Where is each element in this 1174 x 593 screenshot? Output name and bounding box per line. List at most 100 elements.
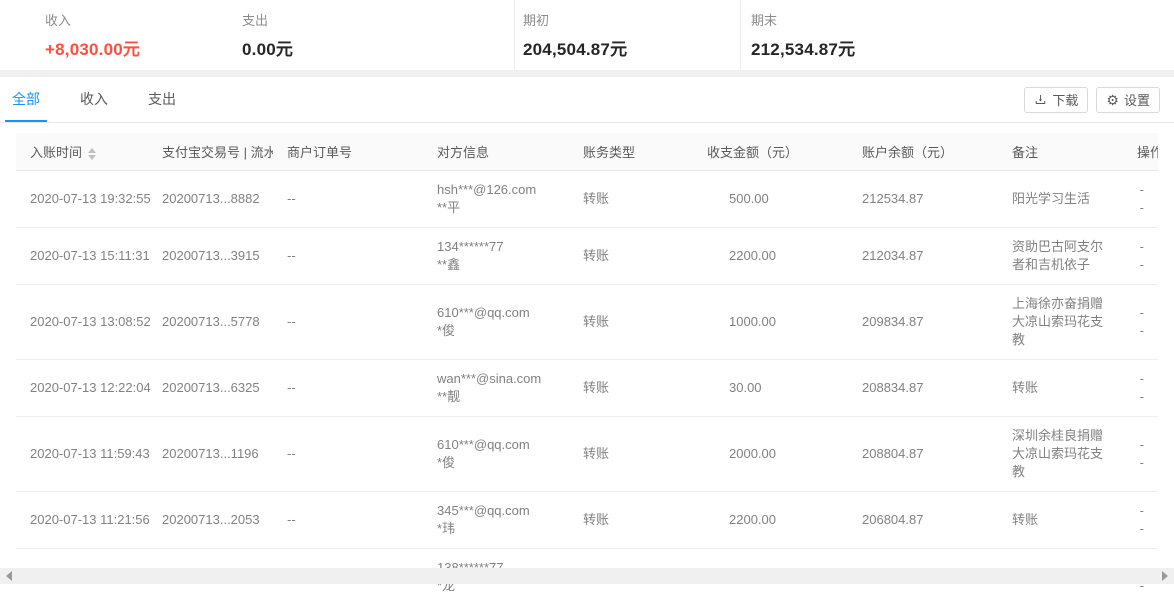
tab-expense[interactable]: 支出 xyxy=(148,90,176,107)
expense-value: 0.00元 xyxy=(242,35,514,60)
tab-income[interactable]: 收入 xyxy=(80,90,108,107)
table-row: 2020-07-13 12:22:04 20200713...6325 -- w… xyxy=(16,359,1158,417)
cell-account-type: 转账 xyxy=(569,359,693,417)
header-account-type: 账务类型 xyxy=(569,133,693,171)
summary-opening: 期初 204,504.87元 xyxy=(514,0,740,70)
cell-remark: 转账 xyxy=(998,359,1123,417)
opening-value: 204,504.87元 xyxy=(523,35,740,60)
header-entry-time-label: 入账时间 xyxy=(30,145,83,160)
cell-action: -- xyxy=(1123,416,1158,492)
cell-account-type: 转账 xyxy=(569,170,693,228)
summary-banner: 收入 +8,030.00元 7笔详细 支出 0.00元 0笔 期初 204,50… xyxy=(0,0,1174,70)
cell-merchant-order: -- xyxy=(273,359,423,417)
summary-closing: 期末 212,534.87元 xyxy=(740,0,1174,70)
cell-remark: 资助巴古阿支尔者和吉机依子 xyxy=(998,227,1123,285)
cell-action: -- xyxy=(1123,284,1158,360)
expense-label: 支出 xyxy=(242,13,269,28)
closing-amount: 212,534.87 xyxy=(751,40,839,59)
cell-merchant-order: -- xyxy=(273,170,423,228)
counterparty-name: *俊 xyxy=(437,323,456,338)
toolbar: 下载 ⚙ 设置 xyxy=(1024,77,1160,122)
scroll-right-arrow-icon[interactable] xyxy=(1162,571,1168,581)
cell-balance: 212034.87 xyxy=(848,227,998,285)
cell-remark: 转账 xyxy=(998,491,1123,549)
gear-icon: ⚙ xyxy=(1106,91,1119,108)
cell-amount: 500.00 xyxy=(693,170,848,228)
cell-remark: 上海徐亦奋捐赠大凉山索玛花支教 xyxy=(998,284,1123,360)
header-balance: 账户余额（元） xyxy=(848,133,998,171)
cell-merchant-order: -- xyxy=(273,491,423,549)
closing-value: 212,534.87元 xyxy=(751,35,1174,60)
cell-remark: 阳光学习生活 xyxy=(998,170,1123,228)
download-button[interactable]: 下载 xyxy=(1024,86,1089,113)
transactions-table-wrap: 入账时间 支付宝交易号 | 流水号 商户订单号 对方信息 账务类型 收支金额（元… xyxy=(0,133,1174,593)
counterparty-account: wan***@sina.com xyxy=(437,371,542,386)
scroll-left-arrow-icon[interactable] xyxy=(6,571,12,581)
cell-counterparty: 610***@qq.com *俊 xyxy=(423,284,569,360)
cell-merchant-order: -- xyxy=(273,227,423,285)
summary-income: 收入 +8,030.00元 7笔详细 xyxy=(0,0,242,70)
cell-counterparty: 610***@qq.com *俊 xyxy=(423,416,569,492)
cell-action: -- xyxy=(1123,170,1158,228)
counterparty-name: **平 xyxy=(437,200,461,215)
income-unit: 元 xyxy=(122,40,141,59)
opening-label: 期初 xyxy=(523,13,550,28)
counterparty-account: 610***@qq.com xyxy=(437,437,530,452)
income-value: +8,030.00元 xyxy=(45,35,242,60)
cell-amount: 2200.00 xyxy=(693,227,848,285)
settings-button-label: 设置 xyxy=(1123,93,1150,108)
sort-caret-icon[interactable] xyxy=(88,147,97,160)
header-amount: 收支金额（元） xyxy=(693,133,848,171)
cell-account-type: 转账 xyxy=(569,284,693,360)
cell-entry-time: 2020-07-13 19:32:55 xyxy=(16,170,151,228)
income-label: 收入 xyxy=(45,13,72,28)
table-header-row: 入账时间 支付宝交易号 | 流水号 商户订单号 对方信息 账务类型 收支金额（元… xyxy=(16,133,1158,171)
cell-counterparty: hsh***@126.com **平 xyxy=(423,170,569,228)
cell-amount: 2000.00 xyxy=(693,416,848,492)
expense-amount: 0.00 xyxy=(242,40,276,59)
opening-amount: 204,504.87 xyxy=(523,40,611,59)
table-row: 2020-07-13 11:59:43 20200713...1196 -- 6… xyxy=(16,416,1158,492)
transactions-panel: 全部 收入 支出 下载 ⚙ 设置 入账时间 支付宝交易号 | 流水号 xyxy=(0,77,1174,593)
closing-label: 期末 xyxy=(751,13,778,28)
cell-balance: 212534.87 xyxy=(848,170,998,228)
cell-amount: 30.00 xyxy=(693,359,848,417)
cell-counterparty: 134******77 **鑫 xyxy=(423,227,569,285)
expense-unit: 元 xyxy=(275,40,294,59)
settings-button[interactable]: ⚙ 设置 xyxy=(1096,86,1160,113)
header-transaction-no: 支付宝交易号 | 流水号 xyxy=(148,133,273,171)
cell-balance: 208834.87 xyxy=(848,359,998,417)
cell-entry-time: 2020-07-13 12:22:04 xyxy=(16,359,151,417)
opening-unit: 元 xyxy=(610,40,628,59)
cell-remark: 深圳余桂良捐赠大凉山索玛花支教 xyxy=(998,416,1123,492)
cell-transaction-no: 20200713...5778 xyxy=(148,284,273,360)
counterparty-account: hsh***@126.com xyxy=(437,182,537,197)
header-entry-time: 入账时间 xyxy=(16,133,148,171)
cell-transaction-no: 20200713...8882 xyxy=(148,170,273,228)
cell-account-type: 转账 xyxy=(569,416,693,492)
cell-entry-time: 2020-07-13 13:08:52 xyxy=(16,284,151,360)
cell-entry-time: 2020-07-13 11:59:43 xyxy=(16,416,150,492)
cell-merchant-order: -- xyxy=(273,416,423,492)
download-button-label: 下载 xyxy=(1052,93,1079,108)
cell-counterparty: 345***@qq.com *玮 xyxy=(423,491,569,549)
cell-entry-time: 2020-07-13 11:21:56 xyxy=(16,491,150,549)
closing-unit: 元 xyxy=(838,40,856,59)
cell-account-type: 转账 xyxy=(569,491,693,549)
horizontal-scrollbar[interactable] xyxy=(0,568,1174,584)
cell-action: -- xyxy=(1123,359,1158,417)
cell-entry-time: 2020-07-13 15:11:31 xyxy=(16,227,150,285)
cell-balance: 206804.87 xyxy=(848,491,998,549)
counterparty-account: 134******77 xyxy=(437,239,504,254)
cell-balance: 208804.87 xyxy=(848,416,998,492)
cell-amount: 2200.00 xyxy=(693,491,848,549)
tabs-bar: 全部 收入 支出 下载 ⚙ 设置 xyxy=(0,77,1174,123)
table-row: 2020-07-13 11:21:56 20200713...2053 -- 3… xyxy=(16,491,1158,549)
table-row: 2020-07-13 15:11:31 20200713...3915 -- 1… xyxy=(16,227,1158,285)
cell-balance: 209834.87 xyxy=(848,284,998,360)
tab-all[interactable]: 全部 xyxy=(5,77,47,122)
counterparty-account: 610***@qq.com xyxy=(437,305,530,320)
header-action: 操作 xyxy=(1123,133,1158,171)
cell-counterparty: wan***@sina.com **靓 xyxy=(423,359,569,417)
cell-transaction-no: 20200713...3915 xyxy=(148,227,273,285)
